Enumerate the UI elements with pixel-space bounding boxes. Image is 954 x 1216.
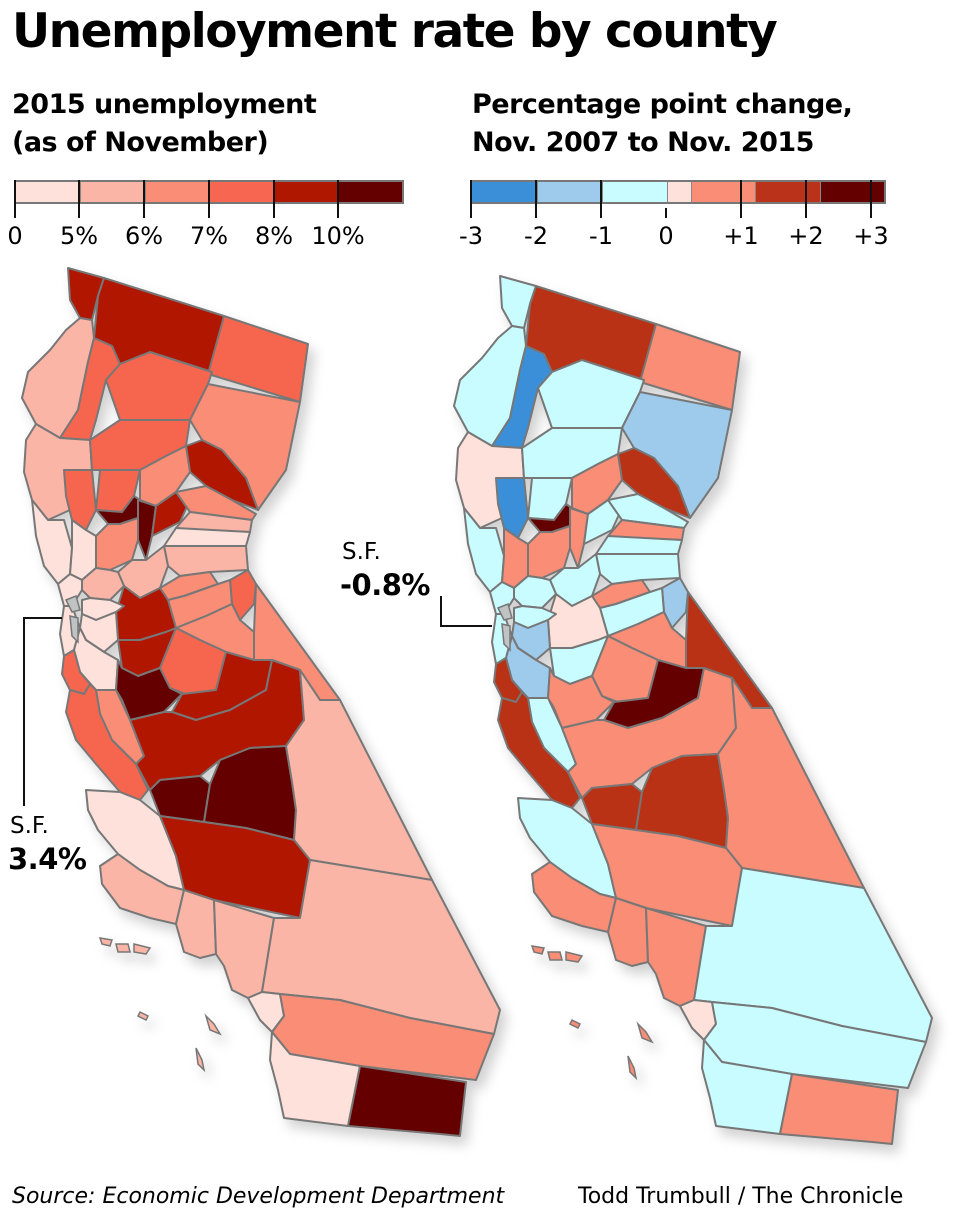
change-legend-swatch-5	[755, 182, 820, 202]
change-legend-tick-2	[600, 180, 602, 218]
change-legend-tick-label-6: +3	[853, 222, 889, 250]
unemp-county-yuba	[151, 491, 191, 537]
unemp-county-el-dorado	[163, 545, 249, 577]
change-legend-tick-label-0: -3	[459, 222, 483, 250]
change-channel-island-3	[568, 1018, 582, 1030]
change-legend-ticks	[470, 180, 886, 220]
unemp-channel-island-0	[98, 937, 113, 947]
unemp-county-trinity	[59, 337, 121, 441]
unemployment-legend-ticks	[14, 180, 404, 220]
unemp-channel-island-3	[136, 1010, 150, 1022]
change-legend-bar	[470, 180, 886, 204]
right-subtitle-line-2: Nov. 2007 to Nov. 2015	[472, 127, 814, 158]
unemp-legend-tick-0	[14, 180, 16, 218]
change-channel-island-0	[530, 945, 545, 955]
unemp-legend-tick-label-3: 7%	[189, 222, 229, 250]
unemp-county-lake	[63, 469, 97, 531]
sf-callout-value-right: -0.8%	[340, 568, 430, 602]
unemp-sf-bay-county-1	[69, 615, 79, 644]
unemp-county-plumas	[185, 439, 259, 511]
change-legend-swatch-6	[820, 182, 884, 202]
credit-note: Todd Trumbull / The Chronicle	[578, 1184, 904, 1209]
unemp-legend-tick-3	[208, 180, 210, 218]
change-county-el-dorado	[595, 553, 681, 585]
change-county-plumas	[617, 447, 691, 519]
unemp-channel-island-5	[195, 1047, 206, 1073]
unemp-legend-tick-label-5: 10%	[311, 222, 365, 250]
unemp-legend-tick-label-2: 6%	[124, 222, 164, 250]
unemp-channel-island-1	[115, 943, 131, 953]
unemp-legend-tick-4	[273, 180, 275, 218]
change-map	[453, 275, 933, 1145]
change-legend-swatch-2	[602, 182, 667, 202]
sf-callout-label-right: S.F.	[342, 539, 381, 565]
right-subtitle: Percentage point change, Nov. 2007 to No…	[472, 86, 853, 162]
change-legend-swatch-3	[667, 182, 691, 202]
unemp-sf-bay-county-0	[64, 594, 81, 613]
unemp-legend-tick-label-1: 5%	[59, 222, 99, 250]
unemp-legend-tick-label-0: 0	[7, 222, 23, 250]
change-legend-swatch-0	[472, 182, 537, 202]
left-subtitle-line-1: 2015 unemployment	[12, 89, 317, 120]
change-channel-island-1	[547, 951, 563, 961]
unemp-county-imperial	[347, 1065, 467, 1137]
change-legend-tick-1	[535, 180, 537, 218]
change-legend-tick-label-3: 0	[658, 222, 674, 250]
change-legend-tick-label-4: +1	[723, 222, 759, 250]
change-legend-tick-3	[665, 208, 667, 218]
unemp-legend-swatch-2	[144, 182, 210, 202]
page-title: Unemployment rate by county	[12, 4, 778, 59]
unemployment-map	[21, 267, 501, 1137]
unemp-county-ventura	[175, 889, 217, 959]
left-subtitle: 2015 unemployment (as of November)	[12, 86, 317, 162]
change-county-trinity	[491, 345, 553, 449]
change-legend-swatch-4	[691, 182, 755, 202]
unemp-channel-island-2	[133, 943, 152, 955]
unemp-legend-tick-label-4: 8%	[254, 222, 294, 250]
change-legend-tick-0	[470, 180, 472, 218]
change-legend-tick-5	[805, 180, 807, 218]
change-sf-bay-county-0	[496, 602, 513, 621]
unemp-legend-swatch-0	[16, 182, 80, 202]
change-legend-tick-label-5: +2	[788, 222, 824, 250]
sf-leader-line-left	[23, 617, 62, 806]
sf-callout-label-left: S.F.	[10, 813, 49, 839]
sf-leader-line-right	[440, 596, 492, 627]
left-subtitle-line-2: (as of November)	[12, 127, 269, 158]
sf-callout-value-left: 3.4%	[8, 842, 87, 876]
unemp-legend-tick-5	[337, 180, 339, 218]
unemp-channel-island-4	[204, 1013, 222, 1036]
change-county-lake	[495, 477, 529, 539]
change-county-ventura	[607, 897, 649, 967]
unemp-county-inyo	[285, 669, 433, 881]
unemp-legend-tick-2	[143, 180, 145, 218]
change-channel-island-4	[636, 1021, 654, 1044]
unemp-legend-swatch-1	[79, 182, 145, 202]
change-legend-tick-label-1: -2	[524, 222, 548, 250]
change-legend-tick-4	[740, 180, 742, 218]
change-legend-swatch-1	[537, 182, 602, 202]
change-channel-island-5	[627, 1055, 638, 1081]
change-legend-tick-6	[870, 180, 872, 218]
change-county-yuba	[583, 499, 623, 545]
change-county-imperial	[779, 1073, 899, 1145]
unemp-legend-tick-1	[78, 180, 80, 218]
change-county-san-diego	[701, 1039, 793, 1135]
change-county-inyo	[717, 677, 865, 889]
unemp-county-san-diego	[269, 1031, 361, 1127]
change-county-riverside	[703, 1001, 927, 1089]
change-channel-island-2	[565, 951, 584, 963]
change-legend-tick-label-2: -1	[589, 222, 613, 250]
unemp-county-riverside	[271, 993, 495, 1081]
source-note: Source: Economic Development Department	[12, 1184, 505, 1209]
change-sf-bay-county-1	[501, 623, 511, 652]
right-subtitle-line-1: Percentage point change,	[472, 89, 853, 120]
